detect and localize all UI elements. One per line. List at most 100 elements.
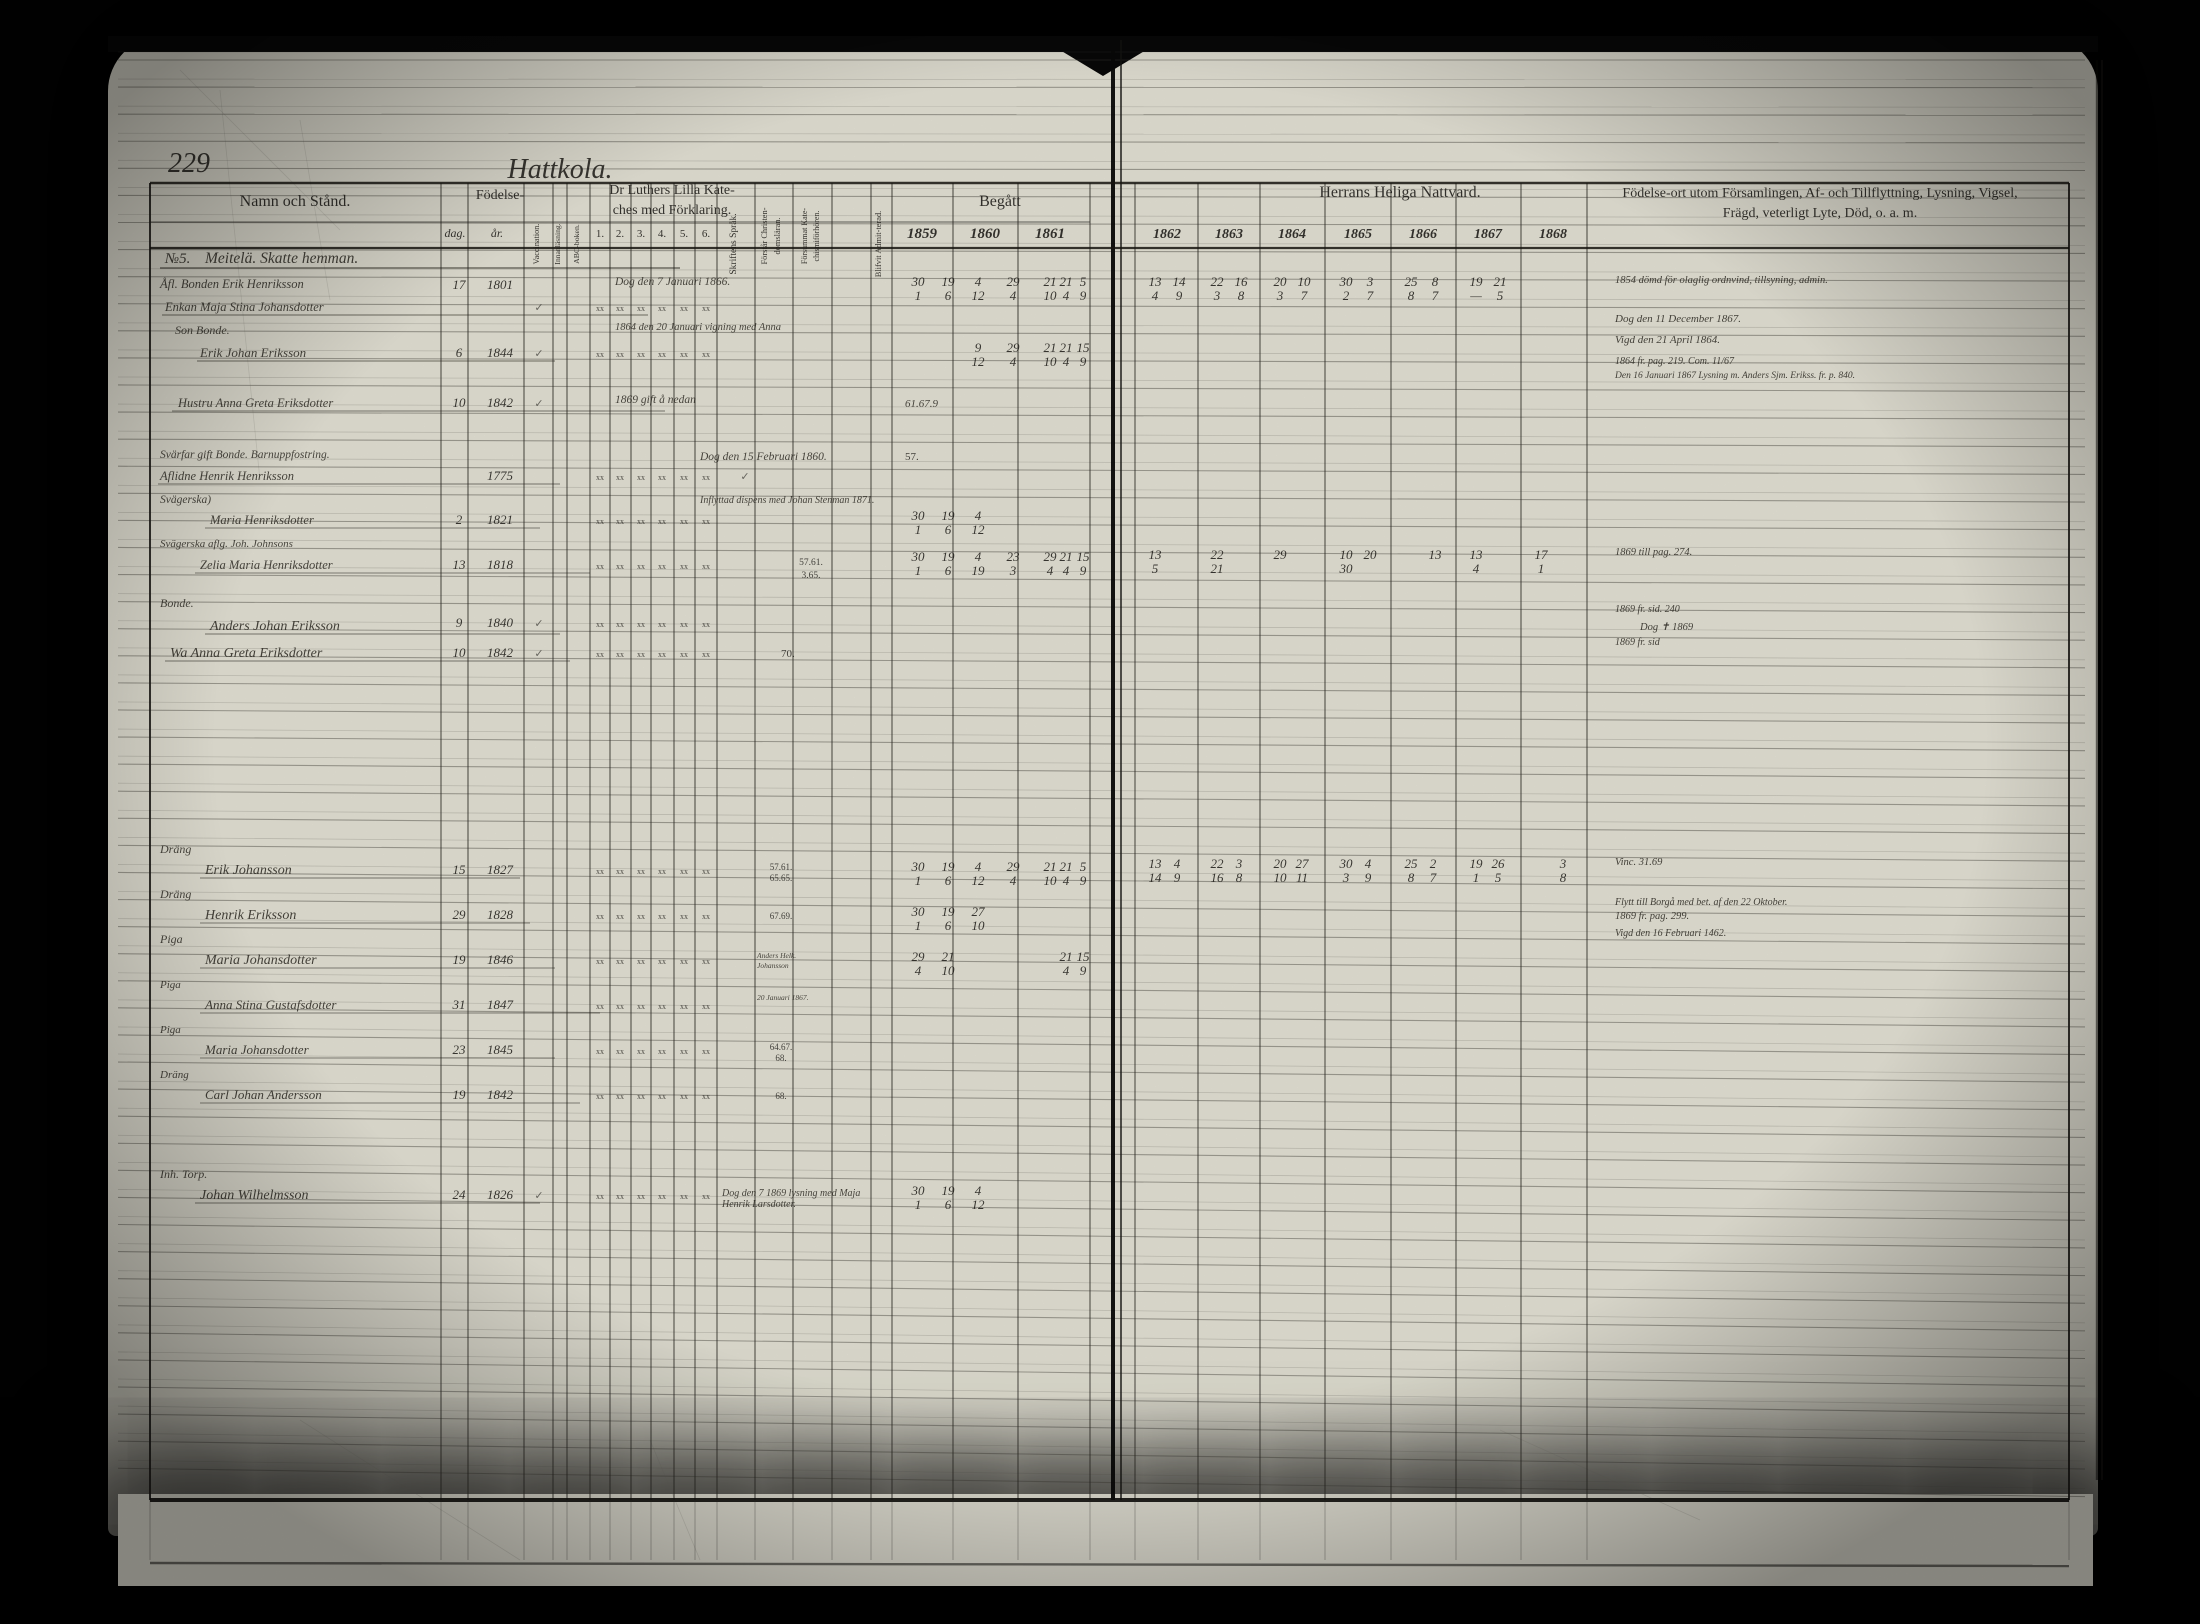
svg-text:✓: ✓	[534, 348, 543, 360]
svg-text:9: 9	[1080, 288, 1087, 303]
svg-text:1864: 1864	[1278, 227, 1306, 242]
svg-text:Bonde.: Bonde.	[160, 596, 194, 610]
svg-text:1863: 1863	[1215, 227, 1243, 242]
svg-text:4: 4	[1010, 873, 1017, 888]
svg-text:✓: ✓	[534, 302, 543, 314]
svg-text:6: 6	[945, 288, 952, 303]
svg-text:1827: 1827	[487, 862, 514, 877]
svg-text:xx: xx	[658, 562, 666, 571]
svg-text:xx: xx	[616, 1192, 624, 1201]
svg-text:xx: xx	[658, 1192, 666, 1201]
svg-text:30: 30	[1339, 274, 1354, 289]
svg-text:Svärfar gift Bonde. Barnuppfo: Svärfar gift Bonde. Barnuppfostring.	[160, 449, 330, 461]
svg-text:Anna Stina Gustafsdotter: Anna Stina Gustafsdotter	[204, 997, 337, 1012]
svg-text:7: 7	[1367, 288, 1374, 303]
svg-text:xx: xx	[637, 1002, 645, 1011]
svg-text:1842: 1842	[487, 645, 514, 660]
svg-text:Dräng: Dräng	[159, 842, 191, 856]
svg-text:29: 29	[1007, 340, 1021, 355]
svg-text:xx: xx	[596, 1047, 604, 1056]
svg-text:xx: xx	[616, 1092, 624, 1101]
svg-text:Vaccination.: Vaccination.	[532, 224, 541, 265]
svg-text:19: 19	[942, 274, 956, 289]
svg-text:10: 10	[1044, 354, 1058, 369]
svg-text:5: 5	[1080, 859, 1087, 874]
svg-text:1: 1	[915, 563, 922, 578]
svg-text:21: 21	[1060, 859, 1073, 874]
svg-text:№5.: №5.	[164, 251, 190, 267]
svg-text:Anders Helk.: Anders Helk.	[756, 951, 796, 960]
svg-text:1844: 1844	[487, 345, 514, 360]
svg-text:5: 5	[1152, 561, 1159, 576]
svg-text:xx: xx	[637, 517, 645, 526]
svg-text:—: —	[1469, 288, 1482, 303]
svg-text:xx: xx	[702, 1047, 710, 1056]
svg-text:57.61.: 57.61.	[799, 558, 823, 568]
svg-text:31: 31	[452, 997, 466, 1012]
svg-text:7: 7	[1430, 870, 1437, 885]
svg-text:4: 4	[1063, 963, 1070, 978]
svg-text:1865: 1865	[1344, 227, 1372, 242]
svg-text:xx: xx	[616, 650, 624, 659]
svg-text:3.: 3.	[637, 228, 646, 240]
svg-text:21: 21	[1060, 274, 1073, 289]
svg-text:29: 29	[1007, 274, 1021, 289]
svg-text:xx: xx	[637, 1092, 645, 1101]
svg-text:30: 30	[911, 904, 926, 919]
svg-text:6: 6	[945, 873, 952, 888]
svg-text:Hattkola.: Hattkola.	[507, 154, 613, 185]
svg-text:3: 3	[1559, 856, 1567, 871]
svg-text:1869 fr. sid: 1869 fr. sid	[1615, 637, 1661, 648]
svg-text:xx: xx	[702, 304, 710, 313]
svg-text:9: 9	[1080, 563, 1087, 578]
svg-text:Dräng: Dräng	[159, 1069, 189, 1081]
svg-text:xx: xx	[596, 350, 604, 359]
svg-text:10: 10	[1044, 288, 1058, 303]
svg-text:13: 13	[453, 557, 467, 572]
svg-text:3: 3	[1342, 870, 1350, 885]
svg-text:xx: xx	[616, 867, 624, 876]
svg-text:xx: xx	[616, 350, 624, 359]
svg-text:Piga: Piga	[159, 932, 183, 946]
svg-text:xx: xx	[658, 517, 666, 526]
svg-text:1828: 1828	[487, 907, 514, 922]
svg-text:10: 10	[972, 918, 986, 933]
svg-text:4: 4	[1047, 563, 1054, 578]
svg-text:25: 25	[1405, 856, 1419, 871]
svg-text:Dog den 11 December 1867.: Dog den 11 December 1867.	[1614, 313, 1741, 325]
svg-text:xx: xx	[596, 1002, 604, 1011]
svg-text:4: 4	[975, 274, 982, 289]
svg-text:xx: xx	[702, 1192, 710, 1201]
svg-text:57.: 57.	[905, 451, 919, 463]
svg-text:xx: xx	[596, 912, 604, 921]
svg-text:24: 24	[453, 1187, 467, 1202]
svg-text:10: 10	[453, 395, 467, 410]
svg-text:10: 10	[1044, 873, 1058, 888]
svg-text:15: 15	[1077, 949, 1091, 964]
svg-text:1859: 1859	[907, 226, 938, 242]
svg-text:21: 21	[1060, 340, 1073, 355]
svg-text:1862: 1862	[1153, 227, 1181, 242]
svg-text:1: 1	[915, 918, 922, 933]
svg-text:4: 4	[915, 963, 922, 978]
svg-text:68.: 68.	[775, 1091, 786, 1101]
svg-text:ches med Förklaring.: ches med Förklaring.	[613, 203, 732, 218]
svg-text:26: 26	[1492, 856, 1506, 871]
svg-text:3: 3	[1213, 288, 1221, 303]
svg-text:xx: xx	[658, 620, 666, 629]
svg-text:xx: xx	[637, 350, 645, 359]
svg-text:xx: xx	[680, 957, 688, 966]
svg-text:1864 den 20 Januari vigning me: 1864 den 20 Januari vigning med Anna	[615, 322, 781, 333]
svg-text:ABC-boken.: ABC-boken.	[572, 224, 581, 264]
svg-text:Piga: Piga	[159, 1024, 181, 1036]
svg-text:1840: 1840	[487, 615, 514, 630]
svg-text:4: 4	[1473, 561, 1480, 576]
svg-text:16: 16	[1211, 870, 1225, 885]
svg-text:29: 29	[1274, 547, 1288, 562]
svg-text:xx: xx	[702, 867, 710, 876]
svg-text:Meitelä. Skatte hemman.: Meitelä. Skatte hemman.	[204, 250, 358, 267]
svg-text:8: 8	[1408, 870, 1415, 885]
svg-text:xx: xx	[680, 562, 688, 571]
svg-text:Frägd, veterligt Lyte, Död, o.: Frägd, veterligt Lyte, Död, o. a. m.	[1723, 206, 1917, 221]
svg-text:9: 9	[1080, 963, 1087, 978]
